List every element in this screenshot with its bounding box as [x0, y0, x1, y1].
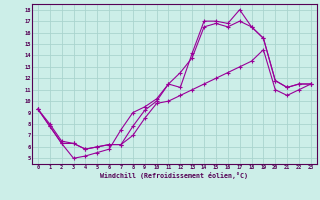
- X-axis label: Windchill (Refroidissement éolien,°C): Windchill (Refroidissement éolien,°C): [100, 172, 248, 179]
